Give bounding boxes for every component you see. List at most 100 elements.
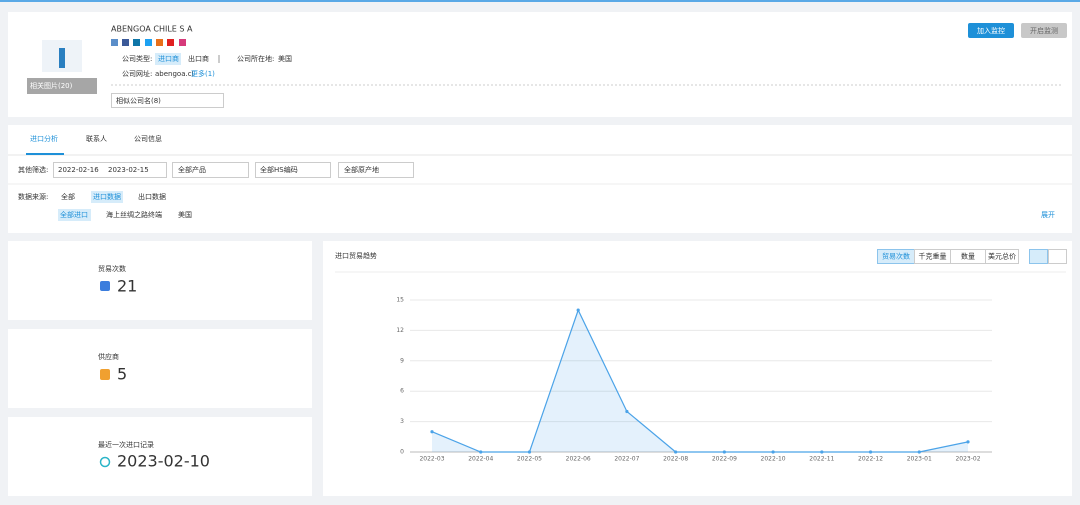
metric-button[interactable] <box>985 249 1019 264</box>
chart-card <box>323 241 1072 496</box>
hs[interactable]: 全部HS编码 <box>260 165 298 174</box>
stat-label: 供应商 <box>98 352 119 361</box>
button-label[interactable]: 加入监控 <box>977 26 1005 35</box>
icon[interactable] <box>133 39 140 46</box>
similar[interactable]: 相似公司名(8) <box>116 96 161 105</box>
x-tick-label: 2022-10 <box>761 456 786 463</box>
x-tick-label: 2022-12 <box>858 456 883 463</box>
point <box>771 450 775 454</box>
select[interactable] <box>338 162 414 178</box>
top-bar <box>0 0 1080 2</box>
line <box>431 308 969 453</box>
view-button[interactable] <box>1029 249 1048 264</box>
location: 美国 <box>278 54 292 63</box>
x-tick-label: 2022-07 <box>614 456 639 463</box>
stat-label: 最近一次进口记录 <box>98 440 154 449</box>
y-tick-label: 3 <box>400 418 404 425</box>
stat-card <box>8 329 312 408</box>
metric-label[interactable]: 数量 <box>961 252 975 261</box>
stat-value: 5 <box>117 365 127 384</box>
tag <box>91 191 123 203</box>
icon[interactable] <box>156 39 163 46</box>
source-label: 数据来源: <box>18 192 48 201</box>
type: 进口商 <box>158 54 179 63</box>
view-button[interactable] <box>1048 249 1067 264</box>
y-tick-label: 0 <box>400 449 404 456</box>
photo-label-bg[interactable] <box>27 78 97 94</box>
point <box>576 308 580 312</box>
x-tick-label: 2022-05 <box>517 456 542 463</box>
website[interactable]: abengoa.cl <box>155 70 194 78</box>
expand[interactable]: 展开 <box>1041 211 1055 219</box>
date-to[interactable]: 2023-02-15 <box>108 166 149 174</box>
location-label: 公司所在地: <box>237 54 274 63</box>
type: 出口商 <box>188 54 209 63</box>
photo-figure <box>59 48 65 68</box>
point <box>917 450 921 454</box>
date-from[interactable]: 2022-02-16 <box>58 166 99 174</box>
icon <box>99 456 111 468</box>
filter-card <box>8 125 1072 233</box>
x-tick-label: 2022-03 <box>419 456 444 463</box>
button[interactable] <box>1021 23 1067 38</box>
point <box>820 450 824 454</box>
y-tick-label: 12 <box>396 327 404 334</box>
point <box>966 440 970 444</box>
button-label[interactable]: 开启监测 <box>1030 26 1058 35</box>
photo-label[interactable]: 相关图片(20) <box>30 81 73 90</box>
metric-label[interactable]: 美元总价 <box>988 252 1016 261</box>
icon[interactable] <box>167 39 174 46</box>
icon <box>100 369 110 380</box>
filter-label: 其他筛选: <box>18 165 48 174</box>
similar-box[interactable] <box>111 93 224 108</box>
stat-value: 21 <box>117 277 137 296</box>
point <box>527 450 532 454</box>
product[interactable]: 全部产品 <box>178 165 206 174</box>
metric-label[interactable]: 千克重量 <box>919 252 947 261</box>
y-tick-label: 6 <box>400 388 404 395</box>
select[interactable] <box>255 162 331 178</box>
metric-label[interactable]: 贸易次数 <box>882 252 910 261</box>
stat-card <box>8 241 312 320</box>
button[interactable] <box>968 23 1014 38</box>
stat-card <box>8 417 312 496</box>
point <box>722 450 726 454</box>
type-label: 公司类型: <box>122 54 152 63</box>
point <box>479 450 483 454</box>
sub-source[interactable]: 海上丝绸之路终端 <box>106 210 162 219</box>
point <box>430 430 434 434</box>
x-tick-label: 2022-04 <box>468 456 493 463</box>
y-tick-label: 9 <box>400 357 404 364</box>
icon[interactable] <box>122 39 129 46</box>
point <box>625 409 629 414</box>
sub-source[interactable]: 美国 <box>178 210 192 219</box>
y-tick-label: 15 <box>396 297 404 304</box>
tag <box>58 209 91 221</box>
icon[interactable] <box>179 39 186 46</box>
more-link[interactable]: 更多(1) <box>191 69 215 78</box>
chart-title: 进口贸易趋势 <box>335 251 377 260</box>
stat-label: 贸易次数 <box>98 264 126 273</box>
tab-underline <box>26 153 64 155</box>
point <box>868 450 873 454</box>
icon[interactable] <box>145 39 152 46</box>
origin[interactable]: 全部原产地 <box>344 165 379 174</box>
x-tick-label: 2022-06 <box>566 456 591 463</box>
tab[interactable]: 进口分析 <box>30 134 58 143</box>
select[interactable] <box>172 162 249 178</box>
source[interactable]: 进口数据 <box>93 192 121 201</box>
source[interactable]: 全部 <box>61 192 75 201</box>
source[interactable]: 出口数据 <box>138 192 166 201</box>
sub-source[interactable]: 全部进口 <box>60 210 88 219</box>
icon[interactable] <box>111 39 118 46</box>
x-tick-label: 2022-09 <box>712 456 737 463</box>
company-name: ABENGOA CHILE S A <box>111 25 193 34</box>
tab[interactable]: 联系人 <box>86 134 107 143</box>
x-tick-label: 2022-08 <box>663 456 688 463</box>
x-tick-label: 2023-01 <box>907 456 932 463</box>
tab[interactable]: 公司信息 <box>134 134 162 143</box>
date-box[interactable] <box>53 162 167 178</box>
stat-value: 2023-02-10 <box>117 452 210 471</box>
x-tick-label: 2023-02 <box>955 456 980 463</box>
